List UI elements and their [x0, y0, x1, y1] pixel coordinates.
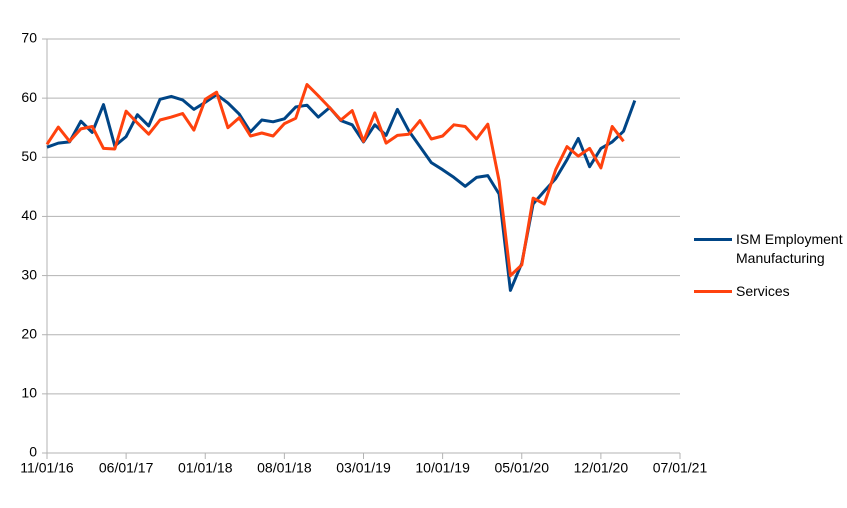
legend-item: Services [694, 282, 847, 301]
x-tick-label: 01/01/18 [178, 460, 233, 476]
y-tick-label: 70 [21, 30, 37, 46]
x-tick-label: 12/01/20 [574, 460, 629, 476]
y-tick-label: 60 [21, 89, 37, 105]
x-tick-label: 06/01/17 [99, 460, 154, 476]
legend-label: Services [736, 283, 790, 299]
x-tick-label: 05/01/20 [495, 460, 550, 476]
legend-item: ISM Employment Manufacturing [694, 230, 847, 268]
y-tick-label: 40 [21, 207, 37, 223]
legend-swatch [694, 238, 732, 241]
y-tick-label: 20 [21, 325, 37, 341]
x-tick-label: 07/01/21 [653, 460, 708, 476]
legend-swatch [694, 290, 732, 293]
y-tick-label: 0 [29, 444, 37, 460]
y-tick-label: 10 [21, 385, 37, 401]
y-tick-label: 50 [21, 148, 37, 164]
x-tick-label: 10/01/19 [415, 460, 470, 476]
y-tick-label: 30 [21, 266, 37, 282]
legend-label: ISM Employment Manufacturing [736, 231, 843, 266]
x-tick-label: 03/01/19 [336, 460, 391, 476]
series-line [45, 83, 625, 278]
x-tick-label: 08/01/18 [257, 460, 312, 476]
x-tick-label: 11/01/16 [20, 460, 74, 476]
